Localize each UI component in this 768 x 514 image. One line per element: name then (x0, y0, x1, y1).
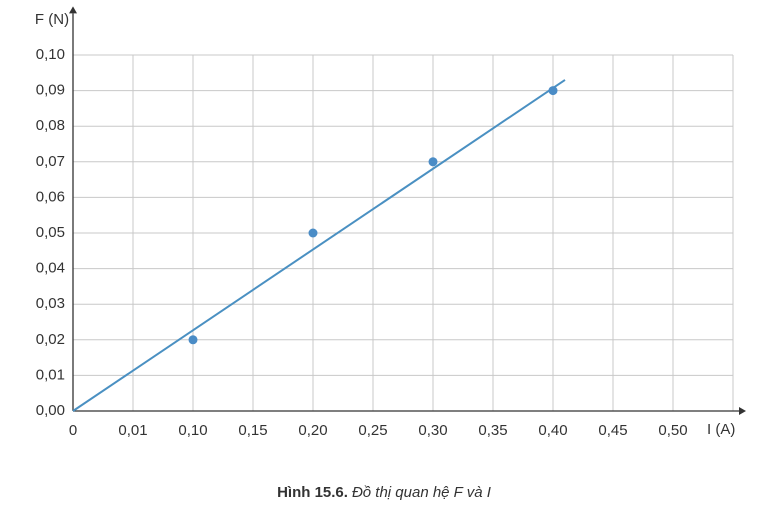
x-tick-label: 0,35 (478, 422, 507, 439)
y-tick-label: 0,06 (36, 188, 65, 205)
x-tick-label: 0 (69, 422, 77, 439)
x-tick-label: 0,40 (538, 422, 567, 439)
x-tick-label: 0,30 (418, 422, 447, 439)
fit-line (72, 79, 566, 412)
x-tick-label: 0,01 (118, 422, 147, 439)
y-tick-label: 0,07 (36, 153, 65, 170)
y-tick-label: 0,00 (36, 402, 65, 419)
x-tick-label: 0,20 (298, 422, 327, 439)
x-tick-label: 0,25 (358, 422, 387, 439)
x-axis-label: I (A) (707, 421, 735, 438)
y-tick-label: 0,01 (36, 366, 65, 383)
y-tick-label: 0,02 (36, 331, 65, 348)
data-point (308, 228, 318, 238)
y-axis-arrow (69, 6, 77, 14)
y-tick-label: 0,10 (36, 46, 65, 63)
data-point (428, 157, 438, 167)
x-tick-label: 0,50 (658, 422, 687, 439)
x-tick-label: 0,10 (178, 422, 207, 439)
data-point (188, 335, 198, 345)
caption: Hình 15.6. Đồ thị quan hệ F và I (277, 484, 491, 501)
y-tick-label: 0,05 (36, 224, 65, 241)
data-point (548, 86, 558, 96)
x-tick-label: 0,15 (238, 422, 267, 439)
y-tick-label: 0,08 (36, 117, 65, 134)
x-tick-label: 0,45 (598, 422, 627, 439)
caption-text: Đồ thị quan hệ F và I (352, 484, 491, 501)
y-tick-label: 0,03 (36, 295, 65, 312)
x-axis-arrow (739, 407, 746, 415)
caption-label: Hình 15.6. (277, 484, 348, 501)
y-tick-label: 0,04 (36, 260, 65, 277)
y-tick-label: 0,09 (36, 82, 65, 99)
y-axis-label: F (N) (35, 11, 69, 28)
